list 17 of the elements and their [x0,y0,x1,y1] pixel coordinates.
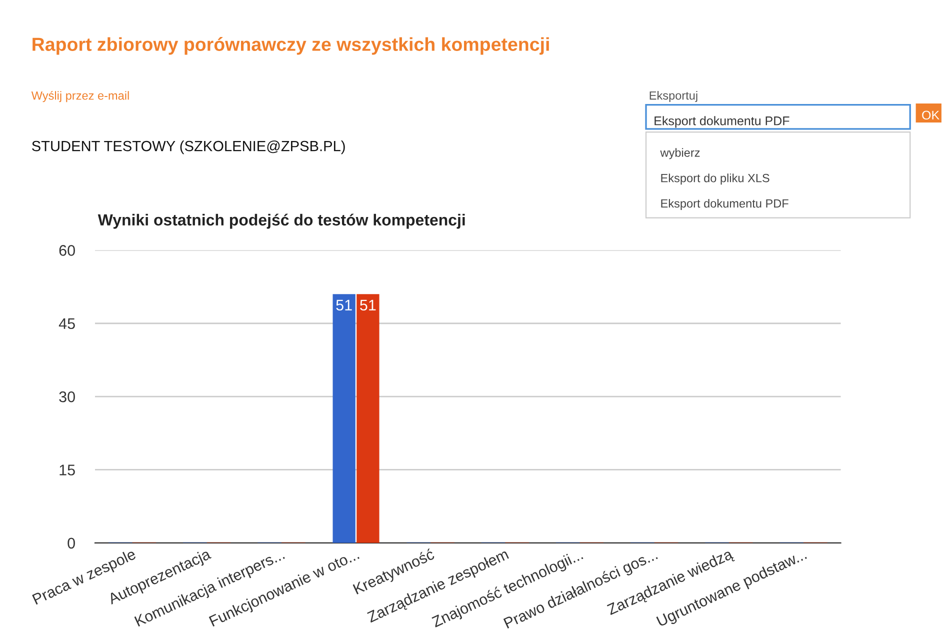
text: Eksport dokumentu PDF [654,116,790,128]
y-tick-label: 15 [60,464,75,476]
text: STUDENT TESTOWY (SZKOLENIE@ZPSB.PL) [32,140,345,154]
y-tick-label: 0 [68,538,75,549]
y-tick-label: 60 [59,245,75,256]
chart-title: Raport zbiorowy porównawczy ze wszystkich kompetencji [32,37,549,55]
data-label: 51 [336,300,352,311]
text: wybierz [660,148,700,160]
text: OK [922,110,940,120]
y-tick-label: 45 [58,318,75,330]
chart-subtitle: Wyniki ostatnich podejść do testów kompetencji [98,214,465,229]
text: Eksport dokumentu PDF [661,198,788,210]
text: Wyślij przez e-mail [31,90,129,102]
y-tick-label: 30 [59,391,75,402]
data-label: 51 [360,300,376,311]
text: Eksportuj [650,91,698,102]
text: Eksport do pliku XLS [661,174,770,185]
